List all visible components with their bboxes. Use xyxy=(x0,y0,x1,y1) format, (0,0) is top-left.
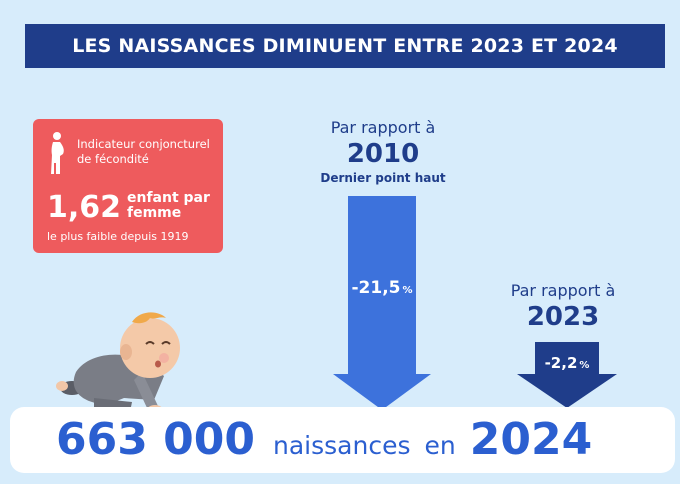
births-word: naissances xyxy=(273,431,411,460)
change-2010-value: -21,5 xyxy=(351,278,401,298)
births-conj: en xyxy=(424,431,456,460)
comparison-2023-heading: Par rapport à 2023 xyxy=(478,281,648,333)
title-banner: LES NAISSANCES DIMINUENT ENTRE 2023 ET 2… xyxy=(25,24,665,68)
change-2023-value: -2,2 xyxy=(544,354,578,372)
comparison-2010-prefix: Par rapport à xyxy=(330,118,436,137)
crawling-baby-illustration xyxy=(56,312,180,415)
pregnant-woman-icon xyxy=(51,132,64,174)
fertility-card: Indicateur conjoncturel de fécondité 1,6… xyxy=(33,119,223,253)
down-arrow-2023-icon xyxy=(517,342,617,408)
fertility-label: Indicateur conjoncturel de fécondité xyxy=(77,137,210,166)
down-arrow-2010-icon xyxy=(333,196,431,410)
fertility-note: le plus faible depuis 1919 xyxy=(47,230,189,243)
comparison-2010-subtitle: Dernier point haut xyxy=(320,171,446,185)
births-year: 2024 xyxy=(469,414,593,465)
births-banner xyxy=(10,407,675,473)
comparison-2023-prefix: Par rapport à xyxy=(510,281,616,300)
change-2023: -2,2% xyxy=(517,353,617,372)
births-count: 663 000 xyxy=(56,414,256,465)
change-2010: -21,5% xyxy=(333,278,431,298)
comparison-2010-heading: Par rapport à 2010 Dernier point haut xyxy=(288,118,478,186)
fertility-value: 1,62 xyxy=(47,190,122,225)
fertility-unit: enfant par femme xyxy=(127,190,210,221)
births-headline: 663 000 naissances en 2024 xyxy=(56,407,592,473)
change-2023-unit: % xyxy=(579,360,590,371)
change-2010-unit: % xyxy=(402,285,413,296)
comparison-2010-year: 2010 xyxy=(346,139,420,169)
page-title: LES NAISSANCES DIMINUENT ENTRE 2023 ET 2… xyxy=(72,35,618,57)
comparison-2023-year: 2023 xyxy=(526,302,600,332)
